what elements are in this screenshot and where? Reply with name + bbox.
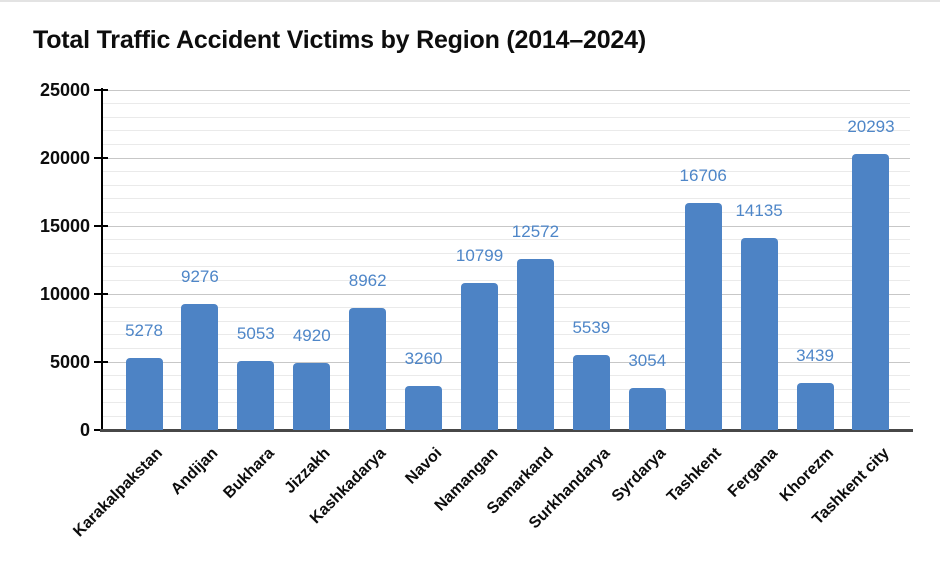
bar-value-label: 5278 xyxy=(125,321,163,341)
bar-value-label: 3439 xyxy=(796,346,834,366)
x-axis-line xyxy=(100,429,913,432)
bar xyxy=(628,388,666,430)
bar xyxy=(461,283,499,430)
bar-value-label: 3054 xyxy=(628,351,667,371)
y-axis-label: 10000 xyxy=(39,284,90,304)
minor-gridline xyxy=(103,415,910,417)
bar xyxy=(349,308,387,430)
y-axis-tick xyxy=(94,361,108,363)
minor-gridline xyxy=(103,116,910,118)
bar-value-label: 5053 xyxy=(236,324,275,344)
minor-gridline xyxy=(103,388,910,390)
y-axis-tick xyxy=(94,293,108,295)
minor-gridline xyxy=(103,266,910,268)
bar-value-label: 3260 xyxy=(404,348,443,368)
minor-gridline xyxy=(103,171,910,173)
y-axis-label: 0 xyxy=(79,420,90,440)
major-gridline xyxy=(103,157,910,159)
minor-gridline xyxy=(103,211,910,213)
minor-gridline xyxy=(103,307,910,309)
y-axis-tick xyxy=(94,89,108,91)
minor-gridline xyxy=(103,103,910,105)
bar xyxy=(405,385,443,430)
x-axis-category-label: Navoi xyxy=(402,444,446,488)
x-axis-category-label: Syrdarya xyxy=(608,444,670,506)
minor-gridline xyxy=(103,184,910,186)
minor-gridline xyxy=(103,320,910,322)
y-axis-tick xyxy=(94,157,108,159)
bar xyxy=(572,354,610,430)
minor-gridline xyxy=(103,130,910,132)
bar-value-label: 20293 xyxy=(847,117,895,136)
bar-value-label: 10799 xyxy=(455,246,504,266)
x-axis-category-label: Andijan xyxy=(168,444,222,499)
y-axis-label: 20000 xyxy=(39,148,90,168)
bar xyxy=(181,303,219,430)
bar xyxy=(293,363,331,430)
major-gridline xyxy=(103,89,910,91)
top-border xyxy=(0,0,940,2)
y-axis-label: 5000 xyxy=(49,352,90,372)
minor-gridline xyxy=(103,239,910,241)
major-gridline xyxy=(103,293,910,295)
minor-gridline xyxy=(103,252,910,254)
minor-gridline xyxy=(103,143,910,145)
x-axis-category-label: Karakalpakstan xyxy=(70,444,166,541)
major-gridline xyxy=(103,225,910,227)
bar-value-label: 4920 xyxy=(292,326,331,346)
minor-gridline xyxy=(103,198,910,200)
bar-value-label: 9276 xyxy=(180,266,219,286)
x-axis-category-label: Tashkent xyxy=(664,444,725,506)
minor-gridline xyxy=(103,334,910,336)
x-axis-category-label: Fergana xyxy=(724,444,781,501)
bar-value-label: 16706 xyxy=(679,165,727,185)
y-axis-label: 15000 xyxy=(39,216,90,236)
y-axis-tick xyxy=(94,225,108,227)
bar xyxy=(740,237,778,430)
bar xyxy=(516,259,554,430)
chart-title: Total Traffic Accident Victims by Region… xyxy=(33,26,646,54)
minor-gridline xyxy=(103,375,910,377)
bar xyxy=(125,358,163,430)
bar xyxy=(796,383,834,430)
bar-value-label: 12572 xyxy=(511,222,560,242)
x-axis-category-label: Jizzakh xyxy=(281,444,334,497)
bar xyxy=(237,361,275,430)
y-axis-line xyxy=(101,88,103,432)
minor-gridline xyxy=(103,279,910,281)
y-axis-label: 25000 xyxy=(39,80,90,100)
bar-value-label: 14135 xyxy=(735,200,783,220)
minor-gridline xyxy=(103,347,910,349)
major-gridline xyxy=(103,361,910,363)
bar-value-label: 5539 xyxy=(572,317,611,337)
bar-value-label: 8962 xyxy=(348,271,387,291)
x-axis-category-label: Bukhara xyxy=(220,444,278,503)
minor-gridline xyxy=(103,402,910,404)
bar xyxy=(684,202,722,430)
bar xyxy=(852,154,890,430)
